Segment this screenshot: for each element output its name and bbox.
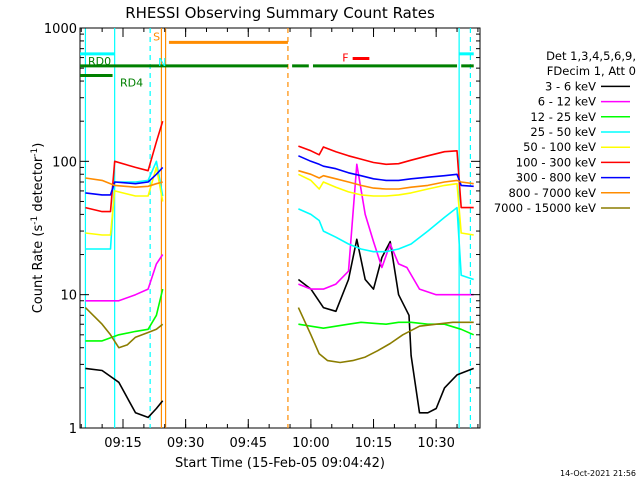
series-0-line-1: [297, 238, 474, 414]
flag-label-n: N: [158, 56, 166, 69]
y-axis-label-exp1: -1: [30, 216, 40, 225]
series-7-line-0: [85, 177, 163, 188]
series-3-line-1: [298, 206, 474, 281]
series-1-line-0: [85, 254, 164, 302]
series-4-line-0: [85, 166, 164, 236]
flag-label-rd0: RD0: [88, 55, 111, 68]
legend-header-1: FDecim 1, Att 0: [547, 64, 636, 78]
legend-label-1: 6 - 12 keV: [538, 95, 596, 109]
series-8-line-1: [297, 307, 474, 364]
y-axis-ticks: 1 10 100 1000: [44, 22, 480, 437]
legend-label-6: 300 - 800 keV: [516, 171, 596, 185]
y-axis-label-mid: detector: [31, 156, 46, 216]
y-axis-label: Count Rate (s-1 detector-1): [30, 143, 46, 314]
y-tick-label-1: 10: [60, 289, 77, 304]
y-tick-label-2: 100: [52, 155, 77, 170]
flag-label-f: F: [342, 52, 348, 65]
series-5-line-0: [85, 120, 164, 213]
series-6-line-1: [298, 155, 474, 188]
legend-label-8: 7000 - 15000 keV: [494, 201, 596, 215]
legend-label-2: 12 - 25 keV: [530, 110, 596, 124]
x-tick-label-2: 09:45: [230, 436, 267, 451]
series-lines: [84, 120, 475, 419]
legend: Det 1,3,4,5,6,9,FDecim 1, Att 03 - 6 keV…: [494, 49, 636, 215]
y-axis-label-end: ): [31, 143, 46, 148]
legend-label-3: 25 - 50 keV: [530, 125, 596, 139]
series-4-line-1: [298, 173, 474, 236]
chart-title: RHESSI Observing Summary Count Rates: [125, 4, 435, 22]
y-tick-label-0: 1: [69, 422, 77, 437]
plot-frame: [79, 27, 481, 429]
x-tick-label-0: 09:15: [104, 436, 141, 451]
legend-label-0: 3 - 6 keV: [545, 79, 596, 93]
series-1-line-1: [298, 163, 474, 296]
y-axis-label-exp2: -1: [30, 148, 40, 157]
y-tick-label-3: 1000: [44, 22, 77, 37]
x-axis-ticks: 09:15 09:30 09:45 10:00 10:15 10:30: [80, 28, 479, 451]
legend-header-0: Det 1,3,4,5,6,9,: [546, 49, 636, 63]
flag-label-rd4: RD4: [120, 77, 143, 90]
series-8-line-0: [84, 307, 164, 349]
x-tick-label-1: 09:30: [167, 436, 204, 451]
series-5-line-1: [298, 145, 474, 209]
footer-timestamp: 14-Oct-2021 21:56: [560, 469, 636, 478]
x-tick-label-3: 10:00: [292, 436, 329, 451]
legend-label-4: 50 - 100 keV: [523, 140, 596, 154]
x-tick-label-5: 10:30: [417, 436, 454, 451]
state-flag-bars: RD0 RD4 SN F: [80, 30, 474, 90]
series-3-line-0: [85, 160, 164, 250]
legend-label-7: 800 - 7000 keV: [508, 186, 596, 200]
flag-label-s: S: [153, 30, 160, 43]
legend-label-5: 100 - 300 keV: [516, 155, 596, 169]
x-tick-label-4: 10:15: [355, 436, 392, 451]
y-axis-label-main: Count Rate (s: [31, 225, 46, 314]
series-7-line-1: [298, 169, 474, 190]
instrument-state-lines: [84, 28, 471, 428]
x-axis-label: Start Time (15-Feb-05 09:04:42): [175, 456, 385, 471]
series-6-line-0: [85, 166, 164, 196]
series-2-line-0: [85, 288, 164, 342]
series-0-line-0: [85, 367, 164, 419]
